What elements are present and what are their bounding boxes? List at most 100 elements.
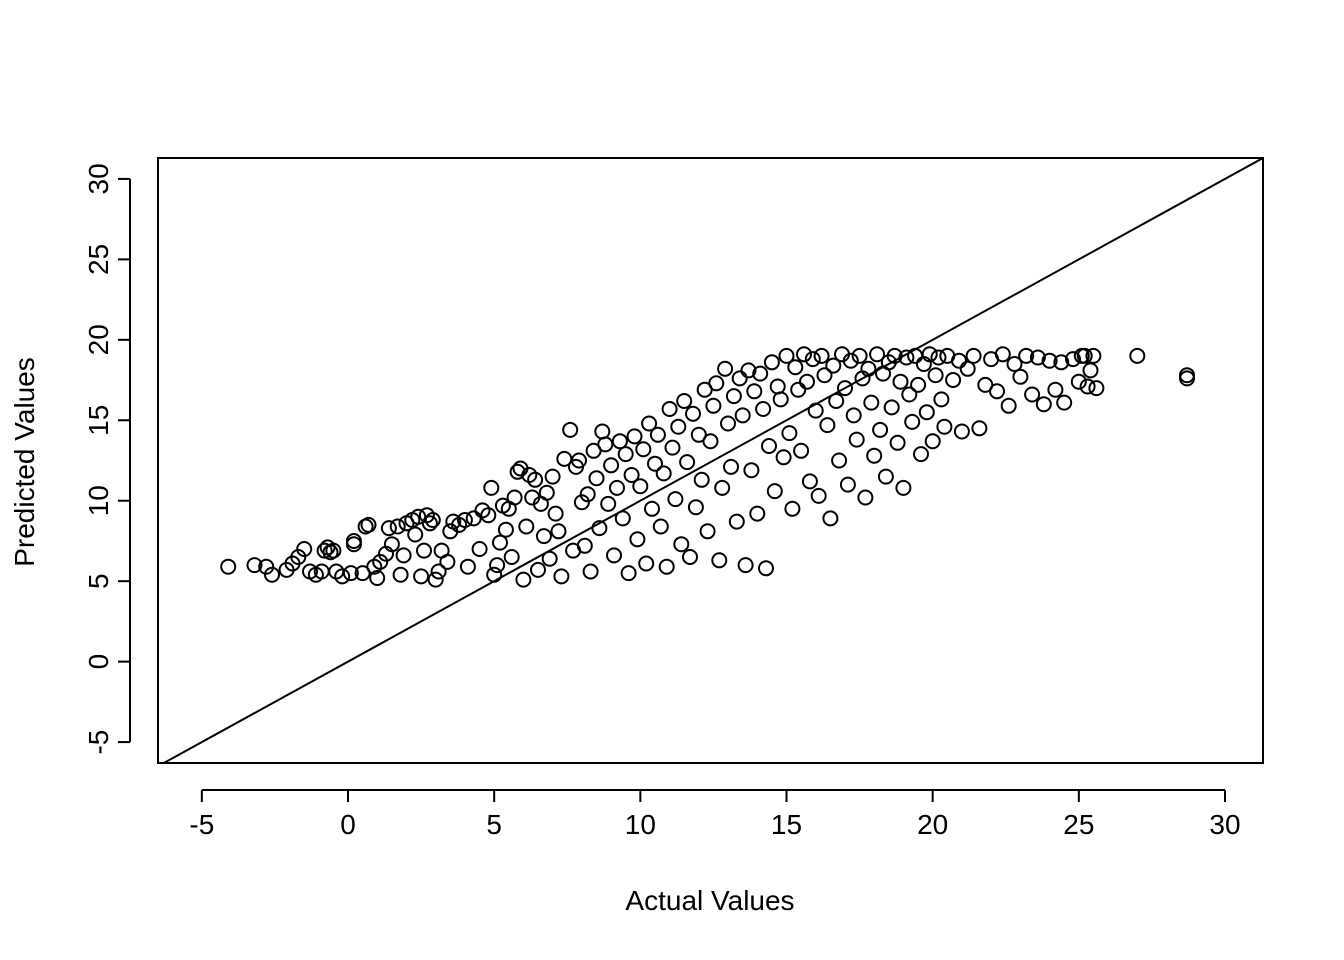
data-point <box>839 476 856 493</box>
data-point <box>296 541 313 557</box>
data-point <box>711 552 728 569</box>
data-point <box>424 512 441 528</box>
data-point <box>518 518 535 535</box>
data-point <box>383 536 400 553</box>
data-point <box>851 347 868 364</box>
data-point <box>503 549 520 565</box>
x-tick-label: 25 <box>1063 809 1094 840</box>
data-point <box>638 555 655 572</box>
data-point <box>1079 378 1096 395</box>
data-point <box>994 346 1011 363</box>
x-tick-label: 10 <box>625 809 656 840</box>
data-point <box>799 373 815 390</box>
data-point <box>904 413 921 430</box>
data-point <box>813 347 830 364</box>
data-point <box>1056 394 1073 411</box>
y-axis: -5 0 5 10 15 20 25 30 <box>83 163 131 755</box>
data-point <box>629 531 646 548</box>
data-point <box>465 510 482 527</box>
data-point <box>492 534 508 551</box>
data-point <box>682 549 698 565</box>
data-point <box>959 360 976 377</box>
data-point <box>702 433 719 450</box>
data-point <box>717 360 734 377</box>
data-point <box>945 372 962 388</box>
data-point <box>667 491 684 508</box>
data-point <box>1070 373 1087 390</box>
data-point <box>796 346 812 363</box>
data-point <box>380 520 397 537</box>
data-point <box>369 570 386 586</box>
data-point <box>538 484 555 501</box>
data-point <box>264 566 280 583</box>
data-point <box>705 397 722 414</box>
data-point <box>790 381 807 398</box>
data-point <box>647 455 663 472</box>
data-point <box>743 462 760 479</box>
data-point <box>413 568 430 585</box>
data-point <box>924 433 941 450</box>
data-point <box>816 367 833 384</box>
data-point <box>755 401 772 417</box>
data-point <box>825 357 842 374</box>
data-point <box>837 380 853 397</box>
data-point <box>933 391 950 408</box>
data-point <box>1006 356 1023 372</box>
data-point <box>758 560 774 577</box>
data-point <box>775 449 792 466</box>
data-point <box>456 512 473 528</box>
data-point <box>693 471 710 488</box>
data-point <box>778 347 795 364</box>
data-point <box>781 425 798 442</box>
data-point <box>611 433 628 450</box>
data-point <box>360 516 377 533</box>
y-tick-label: 15 <box>83 405 114 436</box>
data-point <box>676 393 693 409</box>
data-point <box>734 407 751 424</box>
data-point <box>685 405 701 422</box>
data-point <box>389 518 406 535</box>
data-point <box>597 436 614 453</box>
y-tick-label: -5 <box>83 730 114 755</box>
data-point <box>1012 368 1029 385</box>
data-point <box>649 426 666 443</box>
data-point <box>489 557 506 574</box>
data-point <box>652 518 669 535</box>
data-point <box>553 568 570 585</box>
data-point <box>290 549 307 565</box>
data-point <box>951 352 967 369</box>
data-point <box>392 566 409 583</box>
y-tick-label: 0 <box>83 654 114 670</box>
data-point <box>407 526 424 543</box>
data-point <box>606 547 622 564</box>
data-point <box>971 420 988 437</box>
data-point <box>892 373 909 390</box>
x-tick-label: 15 <box>771 809 802 840</box>
data-point <box>480 507 497 524</box>
y-axis-label: Predicted Values <box>9 357 40 567</box>
data-point <box>623 467 640 483</box>
data-point <box>664 439 681 456</box>
data-point <box>845 407 862 424</box>
data-point <box>740 362 757 379</box>
data-point <box>655 465 672 482</box>
data-point <box>901 386 918 403</box>
data-point <box>752 365 769 382</box>
data-point <box>793 442 810 459</box>
data-point <box>515 571 532 588</box>
data-point <box>550 523 567 540</box>
data-point <box>810 487 827 504</box>
data-point <box>372 553 389 570</box>
data-point <box>687 499 704 516</box>
data-point <box>913 446 929 463</box>
data-point <box>527 471 544 488</box>
x-tick-label: 30 <box>1209 809 1240 840</box>
data-point <box>1024 386 1041 403</box>
data-point <box>635 441 652 458</box>
data-point <box>246 557 263 574</box>
x-tick-label: -5 <box>189 809 214 840</box>
data-point <box>989 383 1005 400</box>
data-point <box>965 347 982 364</box>
data-point <box>749 505 766 522</box>
